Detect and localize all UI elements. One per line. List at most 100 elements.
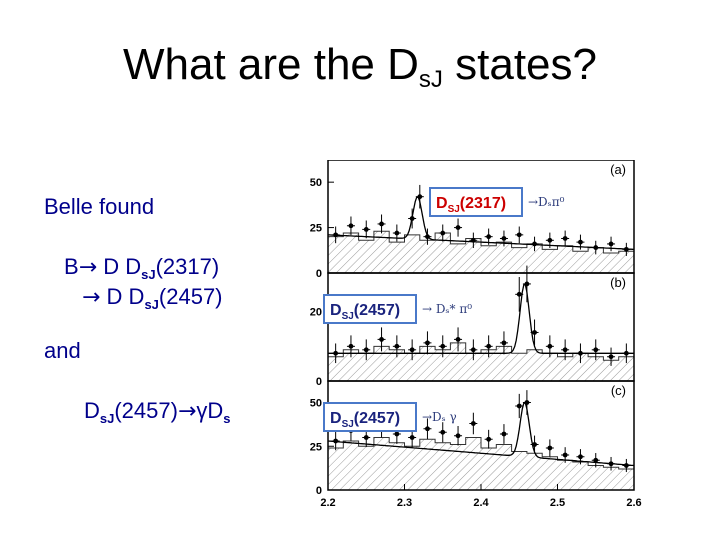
data-point xyxy=(438,224,447,242)
data-point xyxy=(484,335,493,358)
y-tick-label: 50 xyxy=(310,177,322,189)
data-point xyxy=(499,331,508,355)
data-point xyxy=(561,447,570,463)
slide-title: What are the DsJ states? xyxy=(123,40,597,93)
state-label: DSJ(2457) xyxy=(330,410,400,430)
data-point xyxy=(499,230,508,247)
panel-1: 0 20 (b) DSJ(2457) → Dₛ* π⁰ xyxy=(310,265,635,388)
data-point xyxy=(545,335,554,358)
data-point xyxy=(530,319,539,346)
data-point xyxy=(530,435,539,454)
data-point xyxy=(576,343,585,364)
y-tick-label: 25 xyxy=(310,223,322,235)
decay-mode-label: → Dₛ* π⁰ xyxy=(422,302,472,316)
decay-mode-label: →Dₛ γ xyxy=(422,410,457,424)
data-point xyxy=(415,184,424,209)
data-point xyxy=(522,390,531,415)
data-point xyxy=(454,218,463,237)
data-point xyxy=(545,439,554,457)
data-point xyxy=(515,226,524,244)
belle-found-text: Belle found xyxy=(44,194,155,219)
data-point xyxy=(576,449,585,465)
data-point xyxy=(522,265,531,303)
data-point xyxy=(515,393,524,419)
data-point xyxy=(438,422,447,443)
panel-0: 0 25 50 (a) DSJ(2317) →Dₛπ⁰ xyxy=(310,160,635,280)
data-point xyxy=(423,331,432,355)
y-tick-label: 20 xyxy=(310,307,322,319)
data-point xyxy=(362,339,371,361)
data-point xyxy=(622,458,631,473)
mass-spectrum-figure: 0 25 50 (a) DSJ(2317) →Dₛπ⁰ 0 20 (b) DSJ(2457) → D… xyxy=(310,160,642,509)
data-point xyxy=(331,431,340,451)
data-point xyxy=(469,232,478,249)
background-histogram xyxy=(327,437,635,491)
data-point xyxy=(484,429,493,449)
fit-curve xyxy=(327,402,635,467)
data-point xyxy=(545,232,554,249)
data-point xyxy=(576,234,585,250)
data-point xyxy=(591,453,600,468)
data-point xyxy=(607,236,616,252)
decay-line-3: DsJ(2457)→γDs xyxy=(84,398,231,426)
state-label: DSJ(2317) xyxy=(436,195,506,215)
data-point xyxy=(454,426,463,446)
state-label-box xyxy=(429,187,523,217)
data-point xyxy=(622,343,631,364)
x-tick-label: 2.6 xyxy=(626,497,641,509)
arrow-icon: → xyxy=(78,255,98,280)
state-label: DSJ(2457) xyxy=(330,302,400,322)
data-point xyxy=(530,236,539,252)
data-point xyxy=(607,347,616,366)
data-point xyxy=(362,220,371,239)
data-point xyxy=(499,424,508,444)
decay-line-2: → D DsJ(2457) xyxy=(82,284,223,312)
data-point xyxy=(331,343,340,364)
panel-tag: (c) xyxy=(611,383,626,398)
data-point xyxy=(469,339,478,361)
data-point xyxy=(377,214,386,234)
panel-2: 0 25 50 (c) DSJ(2457) →Dₛ γ xyxy=(310,380,635,497)
decay-mode-label: →Dₛπ⁰ xyxy=(528,195,565,209)
data-point xyxy=(469,412,478,435)
data-point xyxy=(346,216,355,236)
x-tick-label: 2.2 xyxy=(320,497,335,509)
decay-line-1: B→ D DsJ(2317) xyxy=(64,254,220,282)
and-text: and xyxy=(44,338,81,363)
y-tick-label: 0 xyxy=(316,268,322,280)
data-point xyxy=(346,335,355,358)
panel-tag: (b) xyxy=(610,275,626,290)
data-point xyxy=(591,240,600,255)
data-point xyxy=(362,427,371,448)
data-point xyxy=(331,226,340,244)
y-tick-label: 0 xyxy=(316,485,322,497)
arrow-icon: → xyxy=(177,399,197,424)
data-point xyxy=(515,277,524,312)
data-point xyxy=(408,339,417,361)
data-point xyxy=(392,335,401,358)
data-point xyxy=(408,208,417,229)
data-point xyxy=(423,418,432,440)
background-histogram xyxy=(327,342,635,382)
state-label-box xyxy=(323,294,417,324)
data-point xyxy=(561,339,570,361)
data-point xyxy=(484,228,493,245)
panel-tag: (a) xyxy=(610,162,626,177)
data-point xyxy=(454,327,463,352)
data-point xyxy=(591,339,600,361)
data-point xyxy=(607,456,616,471)
x-tick-label: 2.5 xyxy=(550,497,565,509)
data-point xyxy=(622,242,631,256)
y-tick-label: 50 xyxy=(310,398,322,410)
data-point xyxy=(392,224,401,242)
data-point xyxy=(423,228,432,245)
x-tick-label: 2.3 xyxy=(397,497,412,509)
y-tick-label: 25 xyxy=(310,441,322,453)
fit-curve xyxy=(327,196,635,251)
arrow-icon: → xyxy=(82,285,101,310)
data-point xyxy=(561,230,570,247)
state-label-box xyxy=(323,402,417,432)
x-tick-label: 2.4 xyxy=(473,497,489,509)
data-point xyxy=(377,327,386,352)
y-tick-label: 0 xyxy=(316,376,322,388)
